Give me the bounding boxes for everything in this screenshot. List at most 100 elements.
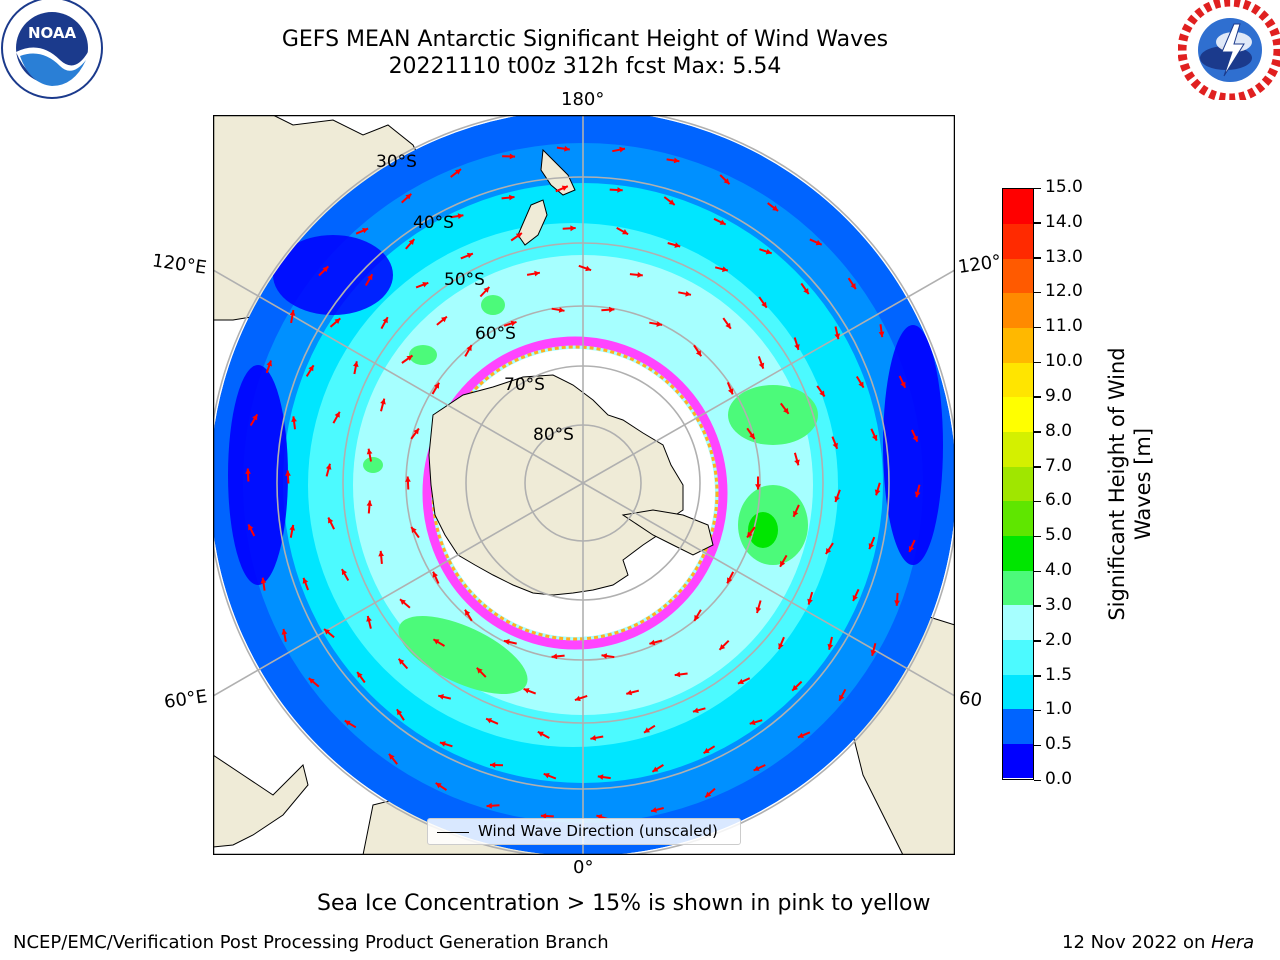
wind-wave-arrowhead [878, 331, 885, 338]
colorbar-tick-label: 9.0 [1045, 385, 1073, 406]
wind-wave-arrowhead [852, 595, 858, 601]
colorbar-segment [1003, 431, 1033, 467]
wind-wave-arrowhead [285, 470, 291, 476]
colorbar-segment [1003, 292, 1033, 329]
colorbar-tick-label: 14.0 [1045, 211, 1083, 232]
colorbar-tick-label: 1.0 [1045, 699, 1073, 720]
colorbar-tick-label: 6.0 [1045, 490, 1073, 511]
wind-wave-arrowhead [405, 193, 412, 200]
colorbar-segment [1003, 639, 1033, 675]
colorbar-tick-label: 4.0 [1045, 560, 1073, 581]
wind-wave-arrowhead [510, 320, 517, 327]
wind-wave-arrowhead [433, 382, 440, 389]
colorbar-tick-label: 2.0 [1045, 629, 1073, 650]
wind-wave-arrowhead [585, 265, 592, 272]
colorbar-segment [1003, 223, 1033, 259]
wind-wave-arrowhead [772, 205, 779, 211]
colorbar-segment [1003, 674, 1033, 710]
wind-wave-arrowhead [551, 653, 558, 660]
wind-wave-arrowhead [537, 731, 544, 737]
wind-wave-arrowhead [590, 735, 597, 741]
colorbar-tick-mark [1034, 222, 1041, 224]
wind-wave-arrowhead [334, 318, 341, 324]
wind-wave-arrowhead [357, 672, 363, 678]
colorbar-segment [1003, 189, 1033, 225]
wind-wave-arrowhead [737, 678, 744, 684]
lat-label-80s: 80°S [533, 425, 574, 445]
wind-wave-arrowhead [685, 291, 691, 297]
colorbar-tick-mark [1034, 466, 1041, 468]
wind-wave-arrowhead [794, 344, 800, 350]
footer-machine: Hera [1211, 932, 1255, 953]
wind-wave-arrowhead [540, 813, 547, 819]
wind-wave-arrowhead [749, 719, 756, 726]
wind-wave-arrowhead [753, 765, 760, 771]
wind-wave-arrowhead [597, 774, 604, 780]
wind-wave-arrowhead [668, 199, 675, 205]
wind-wave-arrowhead [281, 628, 288, 635]
wind-wave-arrowhead [765, 248, 772, 255]
wind-wave-arrowhead [362, 228, 369, 234]
colorbar-tick-label: 13.0 [1045, 246, 1083, 267]
wind-wave-arrowhead [534, 270, 540, 277]
colorbar-segment [1003, 500, 1033, 536]
wind-wave-arrowhead [503, 639, 510, 645]
wind-wave-arrowhead [328, 517, 334, 524]
lon-label-120e: 120°E [150, 250, 208, 279]
wind-wave-arrowhead [543, 773, 550, 779]
colorbar-tick-label: 10.0 [1045, 351, 1083, 372]
wind-wave-arrowhead [755, 607, 762, 613]
wind-wave-arrowhead [626, 689, 633, 696]
wind-wave-arrowhead [245, 468, 251, 474]
lat-label-50s: 50°S [444, 270, 485, 290]
footer-date: 12 Nov 2022 on Hera [1062, 932, 1254, 953]
footer-date-text: 12 Nov 2022 on [1062, 932, 1212, 953]
colorbar-tick-mark [1034, 744, 1041, 747]
colorbar-tick-mark [1034, 535, 1041, 538]
wind-wave-arrowhead [827, 643, 834, 650]
wind-wave-arrowhead [747, 531, 753, 538]
wind-wave-arrowhead [914, 491, 921, 498]
noaa-logo: NOAA [0, 0, 106, 100]
wind-wave-arrowhead [674, 242, 681, 248]
wind-wave-arrowhead [441, 316, 447, 323]
chart-title-line2: 20221110 t00z 312h fcst Max: 5.54 [388, 54, 782, 79]
wind-wave-arrowhead [656, 321, 663, 327]
colorbar-tick-mark [1034, 187, 1041, 189]
wind-wave-arrowhead [457, 213, 464, 219]
wind-wave-arrowhead [644, 727, 650, 733]
wind-wave-arrowhead [868, 543, 874, 550]
colorbar-tick-label: 1.5 [1045, 664, 1073, 685]
wind-wave-arrowhead [749, 433, 755, 439]
wind-wave-arrowhead [344, 720, 351, 726]
legend-label: Wind Wave Direction (unscaled) [478, 822, 718, 840]
wind-wave-arrowhead [912, 435, 918, 442]
colorbar-tick-mark [1034, 779, 1041, 781]
wind-wave-arrowhead [874, 489, 881, 496]
wind-wave-arrowhead [719, 644, 726, 650]
wind-wave-arrowhead [561, 185, 568, 191]
wind-wave-arrowhead [302, 577, 309, 584]
wind-wave-arrowhead [435, 782, 442, 789]
wind-wave-arrowhead [308, 678, 315, 684]
wind-wave-arrowhead [719, 219, 726, 225]
wind-wave-arrowhead [793, 510, 799, 517]
lat-label-30s: 30°S [376, 152, 417, 172]
wind-wave-arrowhead [367, 274, 373, 281]
wind-wave-arrowhead [705, 791, 712, 798]
wind-wave-arrowhead [609, 306, 615, 313]
wind-wave-arrowhead [266, 360, 272, 367]
colorbar-tick-label: 7.0 [1045, 455, 1073, 476]
wind-wave-arrowhead [850, 283, 856, 290]
wind-wave-arrowhead [673, 157, 680, 164]
wind-wave-arrowhead [637, 272, 643, 278]
lat-label-70s: 70°S [504, 375, 545, 395]
wind-wave-arrowhead [389, 753, 395, 760]
wind-wave-arrowhead [432, 571, 438, 578]
wind-wave-arrowhead [819, 390, 825, 397]
colorbar-segment [1003, 327, 1033, 363]
wind-wave-arrowhead [728, 388, 734, 395]
wind-wave-arrowhead [438, 694, 444, 700]
wind-wave-arrowhead [289, 524, 295, 531]
wind-wave-arrowhead [761, 301, 767, 308]
